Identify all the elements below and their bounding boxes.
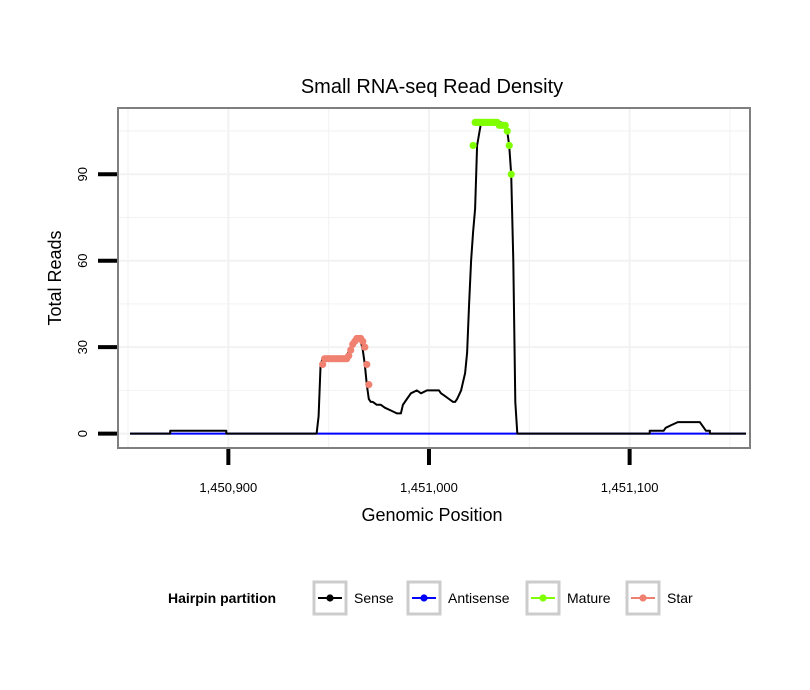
data-point-star [359,337,367,345]
grid-lines [118,108,750,448]
plot-panel [117,107,751,449]
data-point-mature [505,141,513,150]
y-axis-label: Total Reads [45,230,65,325]
y-tick-label: 90 [75,167,90,181]
legend-item-antisense: Antisense [406,580,510,616]
x-axis-label: Genomic Position [361,505,502,525]
data-point-star [361,343,369,351]
y-tick-label: 30 [75,340,90,354]
legend-key-point [639,594,647,602]
x-tick-label: 1,451,100 [601,480,659,495]
legend-item-mature: Mature [525,580,611,616]
legend-item-sense: Sense [312,580,394,616]
y-tick-label: 0 [75,430,90,437]
data-point-star [347,346,355,354]
legend-item-star: Star [625,580,693,616]
data-point-mature [501,121,509,129]
legend-label: Mature [567,590,611,606]
data-point-mature [503,127,511,135]
x-tick-label: 1,451,000 [400,480,458,495]
legend-key-point [326,594,334,602]
data-point-star [363,360,371,369]
data-point-mature [469,141,477,150]
y-tick-label: 60 [75,253,90,267]
legend-items: Sense Antisense Mature Star [312,580,693,616]
legend-label: Star [667,590,693,606]
data-point-star [365,381,373,389]
legend: Hairpin partition Sense Antisense Mature St… [168,580,693,616]
data-point-mature [507,170,515,178]
data-point-star [319,360,327,369]
legend-label: Sense [354,590,394,606]
panel-background [118,108,750,448]
data-point-star [345,352,353,360]
legend-title: Hairpin partition [168,590,276,606]
y-axis: 0 30 60 90 [75,167,117,437]
legend-key-point [420,594,428,602]
legend-label: Antisense [448,590,510,606]
x-axis: 1,450,900 1,451,000 1,451,100 [199,449,659,495]
chart-title: Small RNA-seq Read Density [301,76,563,98]
x-tick-label: 1,450,900 [199,480,257,495]
legend-key-point [539,594,547,602]
panel-border [117,107,751,449]
series-points [319,118,515,389]
